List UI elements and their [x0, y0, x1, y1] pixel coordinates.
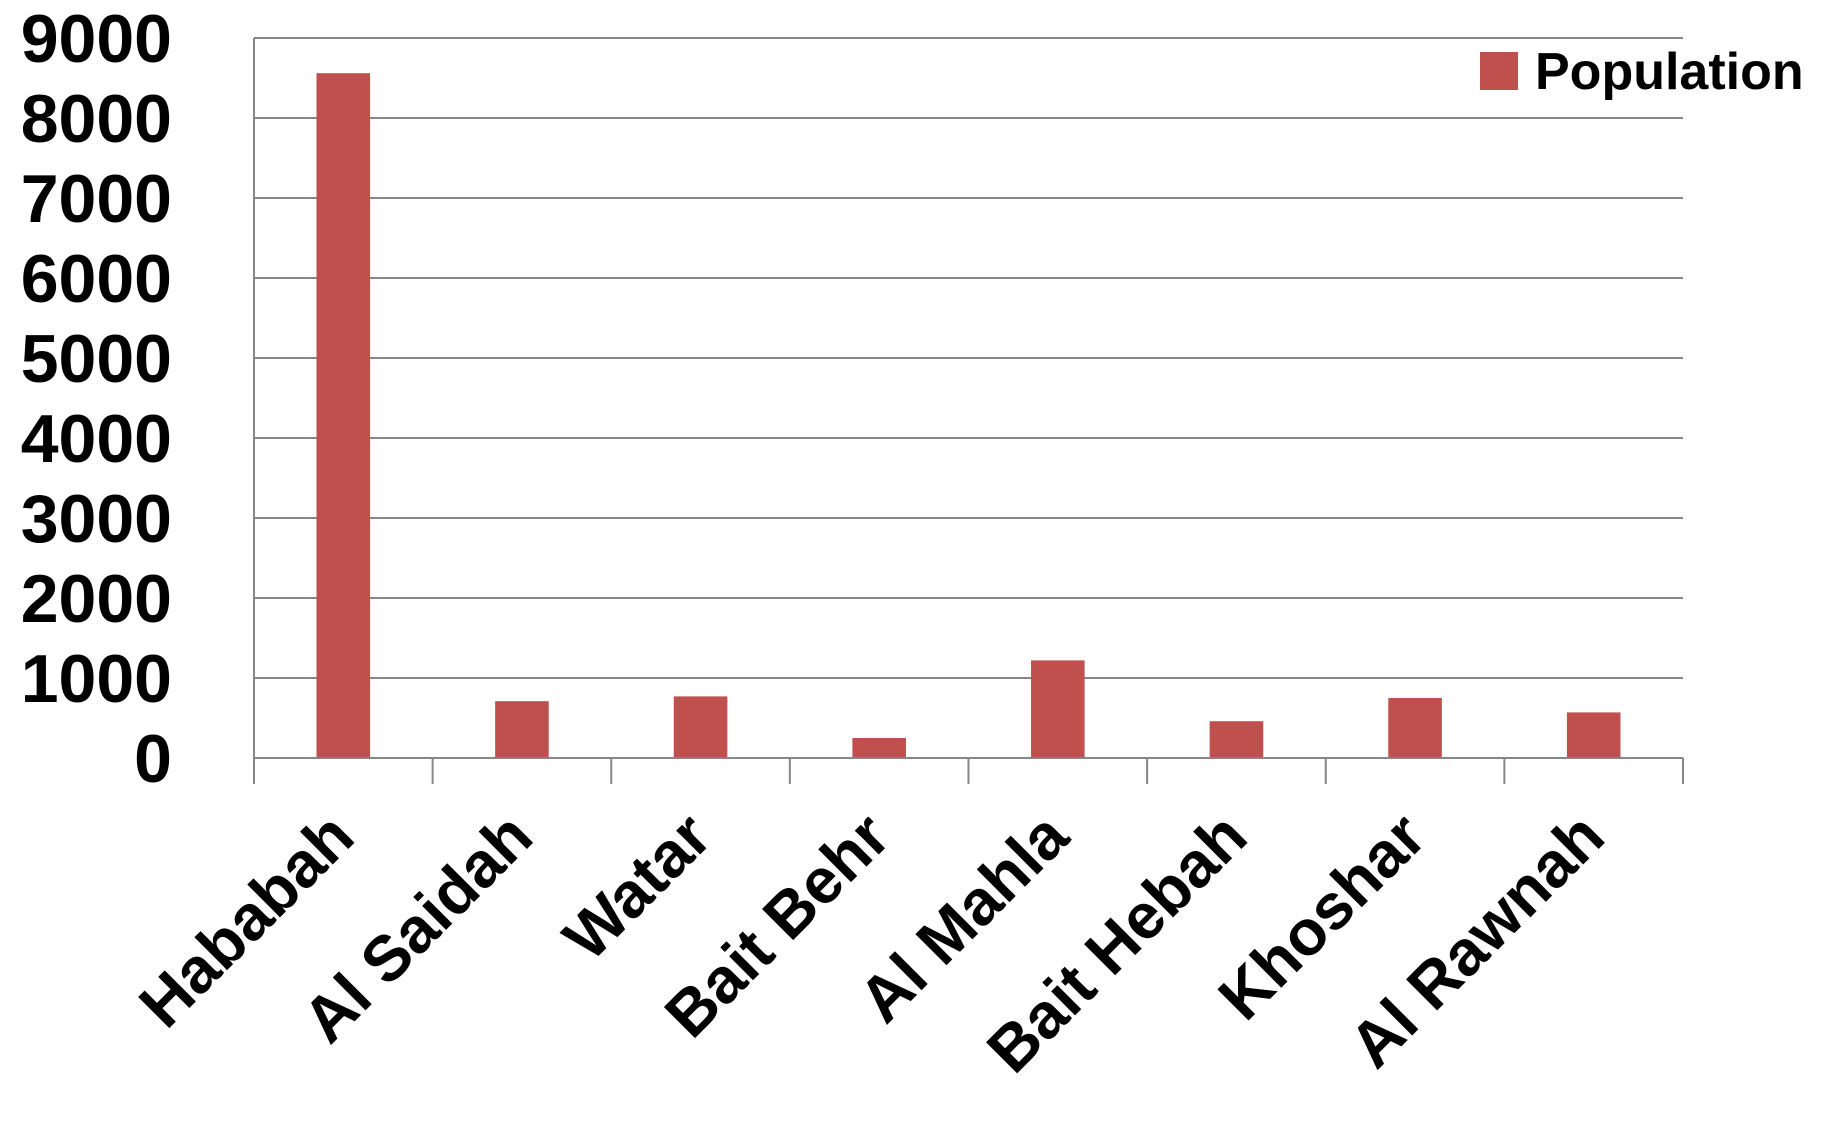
- y-tick-label: 6000: [21, 241, 172, 317]
- y-tick-label: 0: [134, 721, 172, 797]
- y-tick-label: 8000: [21, 81, 172, 157]
- bar-bait-behr: [852, 738, 906, 758]
- y-tick-label: 4000: [21, 401, 172, 477]
- bar-al-saidah: [495, 701, 549, 758]
- bars: [316, 73, 1621, 758]
- y-tick-label: 9000: [21, 1, 172, 77]
- legend-label-population: Population: [1535, 43, 1804, 101]
- bar-watar: [673, 696, 728, 758]
- bar-bait-hebah: [1209, 721, 1264, 758]
- y-tick-label: 5000: [21, 321, 172, 397]
- bar-al-mahla: [1031, 660, 1085, 758]
- x-tick-label: Watar: [549, 799, 724, 974]
- y-tick-label: 1000: [21, 641, 172, 717]
- gridlines: [254, 37, 1683, 679]
- y-tick-label: 2000: [21, 561, 172, 637]
- bar-hababah: [316, 73, 371, 758]
- bar-al-rawnah: [1566, 712, 1621, 758]
- axes: [253, 38, 1684, 784]
- y-tick-label: 3000: [21, 481, 172, 557]
- y-tick-label: 7000: [21, 161, 172, 237]
- legend: Population: [1480, 43, 1804, 101]
- bar-khoshar: [1388, 698, 1442, 758]
- legend-swatch: [1480, 52, 1518, 90]
